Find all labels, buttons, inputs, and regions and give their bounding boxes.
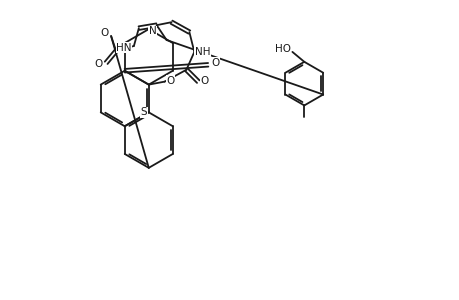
Text: N: N [149,26,156,36]
Text: HO: HO [274,44,290,54]
Text: O: O [166,76,174,85]
Text: O: O [211,58,219,68]
Text: O: O [94,59,102,69]
Text: HN: HN [116,43,131,53]
Text: O: O [100,28,108,38]
Text: NH: NH [194,47,210,57]
Text: S: S [140,107,147,117]
Text: O: O [200,76,208,85]
